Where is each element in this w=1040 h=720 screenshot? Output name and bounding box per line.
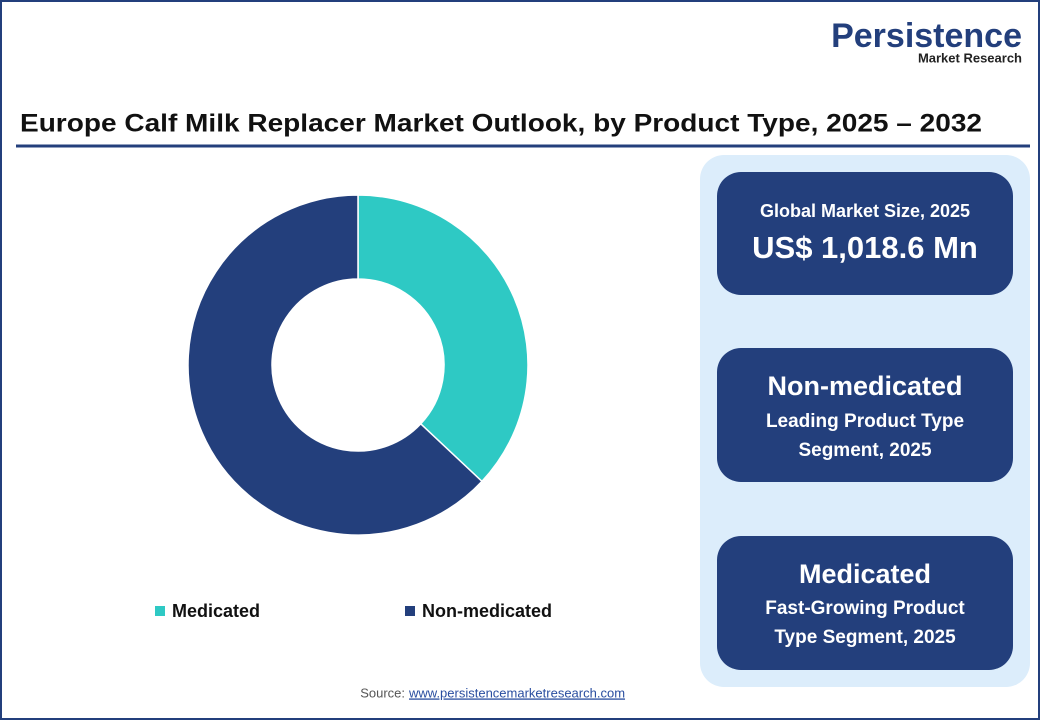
card-text: Segment, 2025: [798, 440, 931, 461]
card: [717, 172, 1013, 295]
legend-label: Medicated: [172, 601, 260, 621]
card: [717, 536, 1013, 670]
donut-chart: Medicated Non-medicated: [155, 194, 552, 621]
logo-tagline: Market Research: [918, 50, 1022, 65]
card: [717, 348, 1013, 482]
card-text: Type Segment, 2025: [774, 627, 956, 648]
legend-swatch: [155, 606, 165, 616]
card-label: Global Market Size, 2025: [760, 201, 970, 221]
legend-label: Non-medicated: [422, 601, 552, 621]
card-heading: Non-medicated: [767, 371, 962, 401]
card-value: US$ 1,018.6 Mn: [752, 230, 978, 265]
card-text: Fast-Growing Product: [765, 598, 965, 619]
legend-swatch: [405, 606, 415, 616]
source-link[interactable]: www.persistencemarketresearch.com: [408, 685, 625, 700]
card-heading: Medicated: [799, 559, 931, 589]
donut-segment: [187, 194, 483, 536]
chart-title: Europe Calf Milk Replacer Market Outlook…: [20, 110, 982, 138]
donut-segment: [357, 194, 529, 483]
logo-name: Persistence: [831, 17, 1022, 55]
source-label: Source:: [360, 685, 405, 700]
card-text: Leading Product Type: [766, 411, 964, 432]
